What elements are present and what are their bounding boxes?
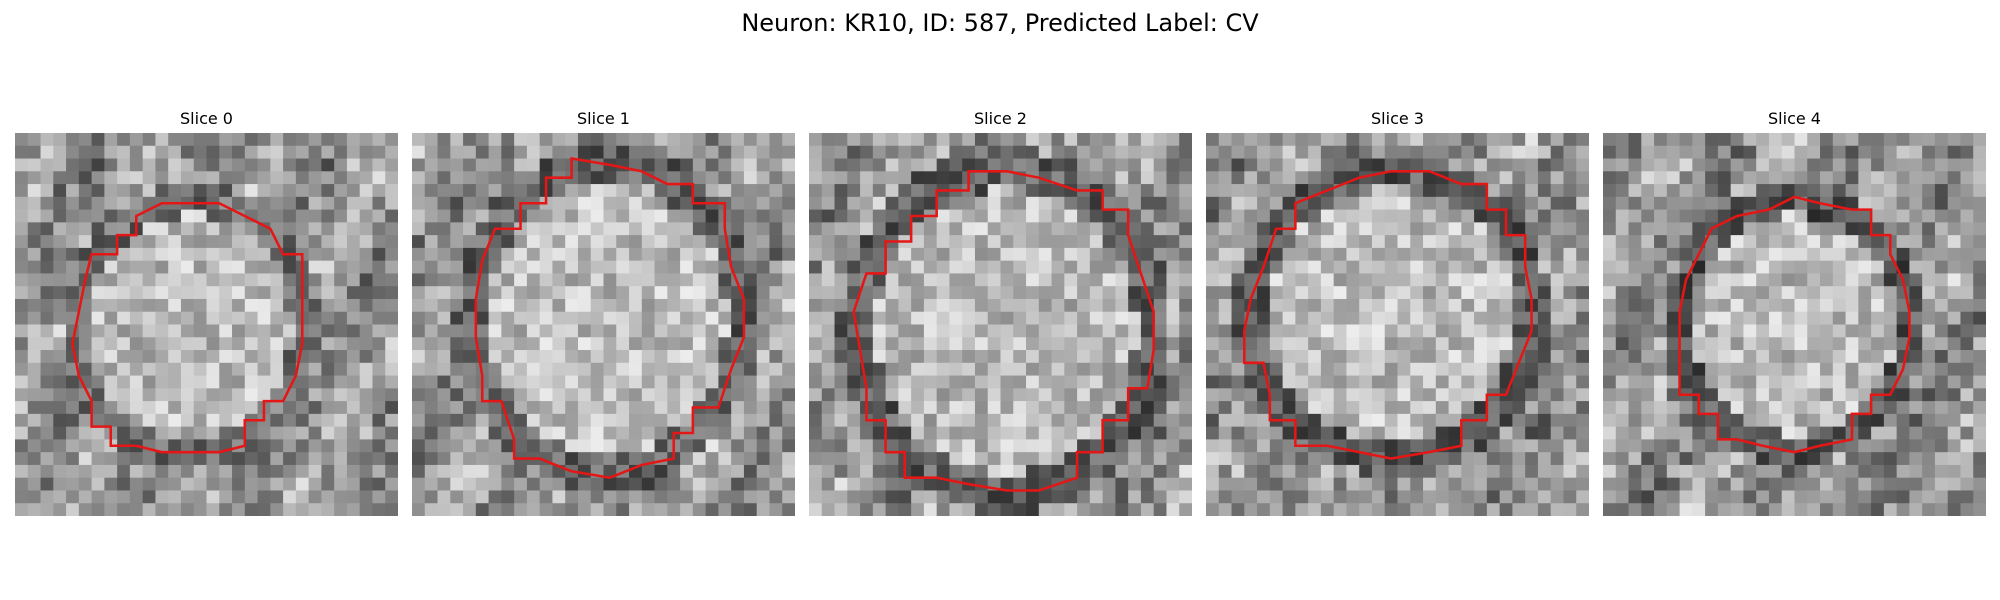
neuron-outline [1243,170,1533,460]
neuron-outline [71,201,304,454]
slice-panel-3: Slice 3 [1206,108,1589,516]
slice-panel-1: Slice 1 [412,108,795,516]
slice-image-svg [1206,133,1589,516]
slice-title: Slice 0 [180,109,233,128]
slice-image [1603,133,1986,516]
neuron-outline [1678,195,1911,454]
slice-panel-4: Slice 4 [1603,108,1986,516]
slice-image [809,133,1192,516]
slice-title: Slice 1 [577,109,630,128]
slice-title: Slice 3 [1371,109,1424,128]
slice-title: Slice 2 [974,109,1027,128]
slice-image-svg [809,133,1192,516]
slice-image [412,133,795,516]
slice-image [15,133,398,516]
slice-image-svg [15,133,398,516]
slice-title: Slice 4 [1768,109,1821,128]
slice-image-svg [1603,133,1986,516]
slice-image [1206,133,1589,516]
slice-panel-2: Slice 2 [809,108,1192,516]
slice-image-svg [412,133,795,516]
neuron-outline [474,157,746,480]
slice-panel-0: Slice 0 [15,108,398,516]
neuron-outline [852,170,1155,492]
figure-title: Neuron: KR10, ID: 587, Predicted Label: … [741,9,1259,37]
